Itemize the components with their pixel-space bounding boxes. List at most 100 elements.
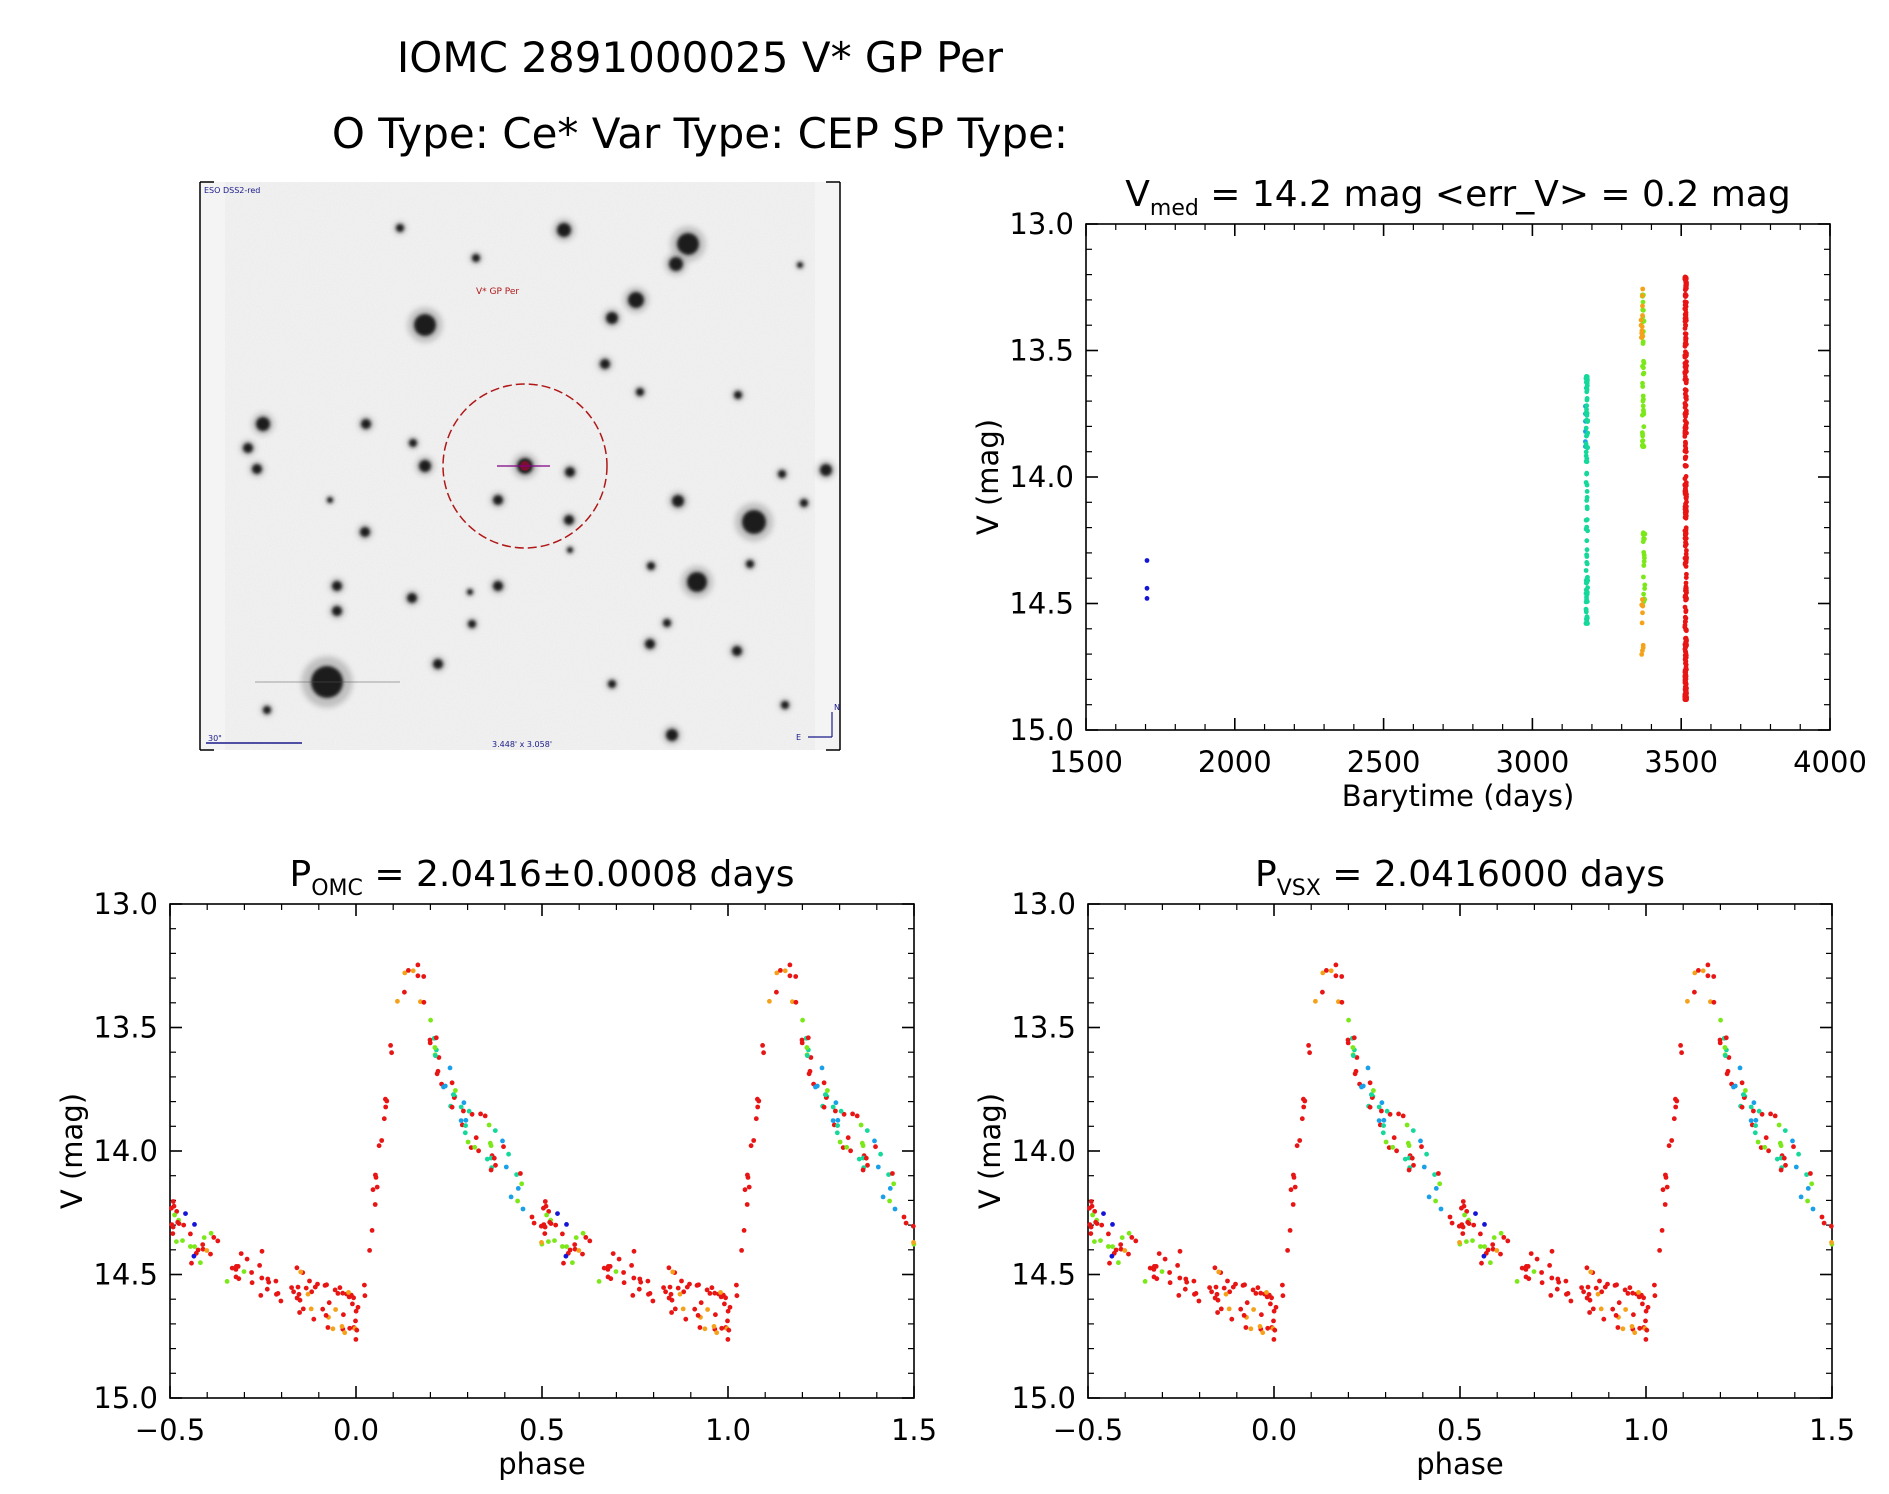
y-tick-label: 14.0 xyxy=(1011,1134,1076,1168)
data-point xyxy=(1683,531,1688,537)
data-point xyxy=(353,1337,359,1342)
data-point xyxy=(514,1172,519,1177)
data-point xyxy=(707,1291,713,1296)
data-point xyxy=(1092,1209,1098,1214)
compass-north-label: N xyxy=(834,703,840,712)
data-point xyxy=(1804,1172,1809,1177)
data-point xyxy=(1588,1269,1594,1275)
data-point xyxy=(200,1242,206,1247)
data-point xyxy=(683,1316,689,1322)
data-point xyxy=(500,1138,505,1144)
data-point xyxy=(1641,307,1646,313)
data-point xyxy=(1523,1264,1529,1269)
data-point xyxy=(395,998,400,1004)
data-point xyxy=(1731,1084,1736,1090)
data-point xyxy=(374,1184,380,1190)
data-point xyxy=(1243,1325,1249,1330)
data-point xyxy=(542,1199,548,1204)
data-point xyxy=(383,1104,389,1110)
data-point xyxy=(458,1118,464,1123)
data-point xyxy=(563,1253,569,1259)
data-point xyxy=(774,989,779,995)
data-point xyxy=(333,1307,338,1312)
data-point xyxy=(1636,1290,1641,1295)
data-point xyxy=(1763,1135,1769,1141)
data-point xyxy=(291,1289,296,1295)
data-point xyxy=(1808,1171,1813,1176)
data-point xyxy=(1640,299,1646,305)
data-point xyxy=(1333,962,1339,968)
data-point xyxy=(1241,1313,1247,1318)
data-point xyxy=(1723,1053,1728,1059)
data-point xyxy=(1640,393,1646,399)
data-point xyxy=(1640,642,1646,648)
data-point xyxy=(833,1108,838,1114)
data-point xyxy=(1642,555,1647,561)
data-point xyxy=(200,1246,206,1252)
data-point xyxy=(1682,674,1688,680)
data-point xyxy=(1768,1111,1773,1117)
data-point xyxy=(910,1223,916,1229)
data-point xyxy=(1585,445,1590,451)
y-tick-label: 13.0 xyxy=(1009,207,1074,241)
star xyxy=(361,419,371,429)
data-point xyxy=(1144,558,1150,563)
data-point xyxy=(1615,1325,1621,1330)
data-point xyxy=(1501,1235,1507,1240)
plot-frame xyxy=(1087,903,1833,1399)
data-point xyxy=(1410,1128,1416,1133)
data-point xyxy=(547,1219,553,1225)
data-point xyxy=(1640,313,1645,318)
data-point xyxy=(1098,1238,1103,1243)
data-point xyxy=(463,1117,469,1123)
data-point xyxy=(1585,528,1590,534)
data-point xyxy=(1642,536,1647,542)
data-point xyxy=(1758,1145,1764,1150)
data-point xyxy=(1585,621,1590,626)
data-point xyxy=(447,1065,453,1071)
data-point xyxy=(698,1300,704,1306)
data-point xyxy=(376,1143,382,1149)
data-point xyxy=(741,1228,747,1233)
data-point xyxy=(1464,1209,1470,1214)
data-point xyxy=(189,1260,194,1266)
data-point xyxy=(1748,1104,1754,1110)
data-point xyxy=(863,1155,869,1161)
data-point xyxy=(711,1324,717,1329)
data-point xyxy=(389,1050,394,1056)
data-point xyxy=(1101,1211,1106,1216)
data-point xyxy=(1819,1214,1825,1220)
y-tick-label: 13.5 xyxy=(1009,334,1074,368)
data-point xyxy=(1087,1205,1092,1211)
data-point xyxy=(350,1301,355,1307)
data-point xyxy=(181,1222,187,1228)
data-point xyxy=(1563,1278,1569,1284)
data-point xyxy=(621,1280,627,1286)
data-point xyxy=(1212,1265,1218,1271)
data-point xyxy=(1306,1043,1311,1048)
data-point xyxy=(1564,1291,1569,1297)
data-point xyxy=(1271,1308,1277,1314)
x-axis-label: phase xyxy=(498,1447,586,1481)
data-point xyxy=(484,1156,490,1162)
data-point xyxy=(1396,1111,1401,1117)
data-point xyxy=(1682,391,1688,397)
data-point xyxy=(848,1148,853,1154)
data-point xyxy=(311,1316,317,1322)
data-point xyxy=(1682,619,1688,625)
data-point xyxy=(1755,1139,1761,1145)
data-point xyxy=(1142,1279,1148,1284)
data-point xyxy=(488,1167,494,1173)
data-point xyxy=(1640,1301,1645,1307)
data-point xyxy=(576,1248,582,1253)
data-point xyxy=(1147,1265,1153,1271)
data-point xyxy=(850,1111,855,1117)
data-point xyxy=(713,1312,718,1318)
data-point xyxy=(486,1122,492,1128)
data-point xyxy=(1126,1230,1132,1236)
star xyxy=(606,312,618,324)
data-point xyxy=(1684,352,1689,358)
data-point xyxy=(1339,999,1345,1005)
data-point xyxy=(529,1214,535,1220)
